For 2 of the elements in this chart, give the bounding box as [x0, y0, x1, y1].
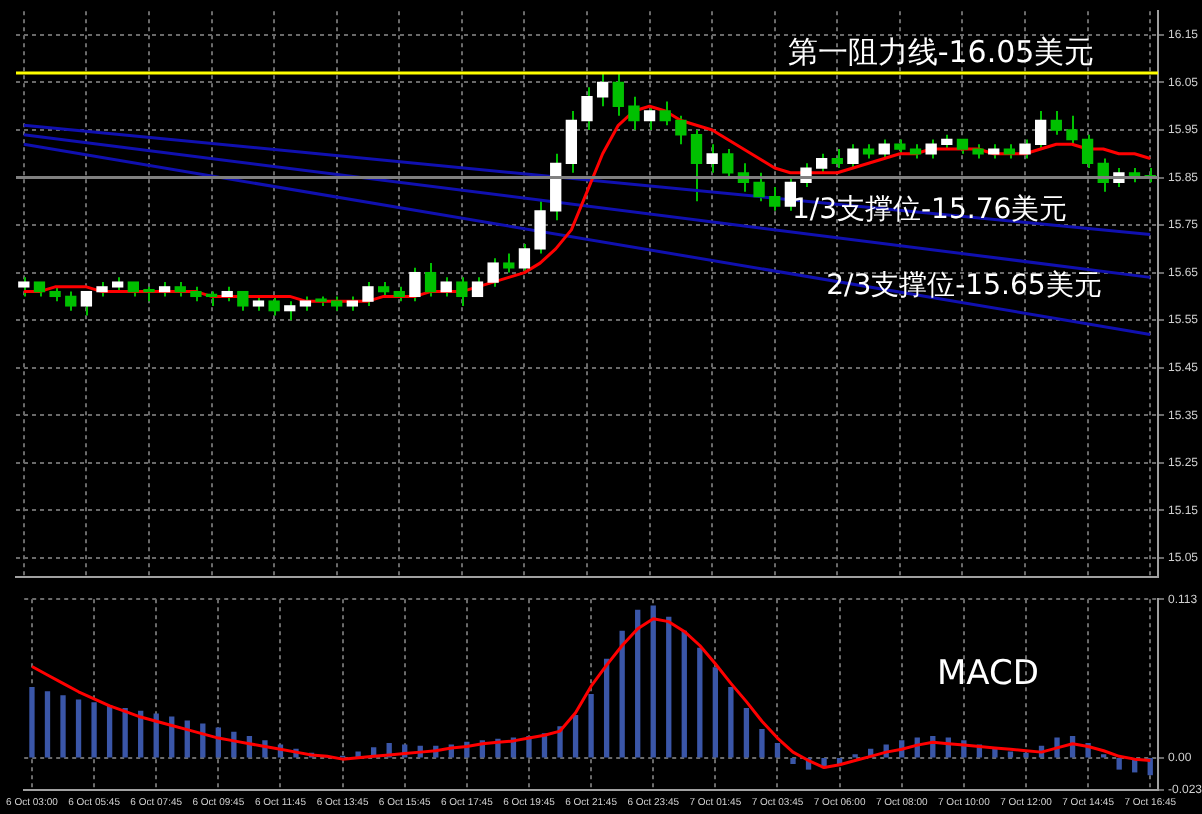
annotation: MACD	[936, 654, 1039, 695]
ref-line-label: 第一阻力线-16.05美元	[787, 33, 1095, 70]
